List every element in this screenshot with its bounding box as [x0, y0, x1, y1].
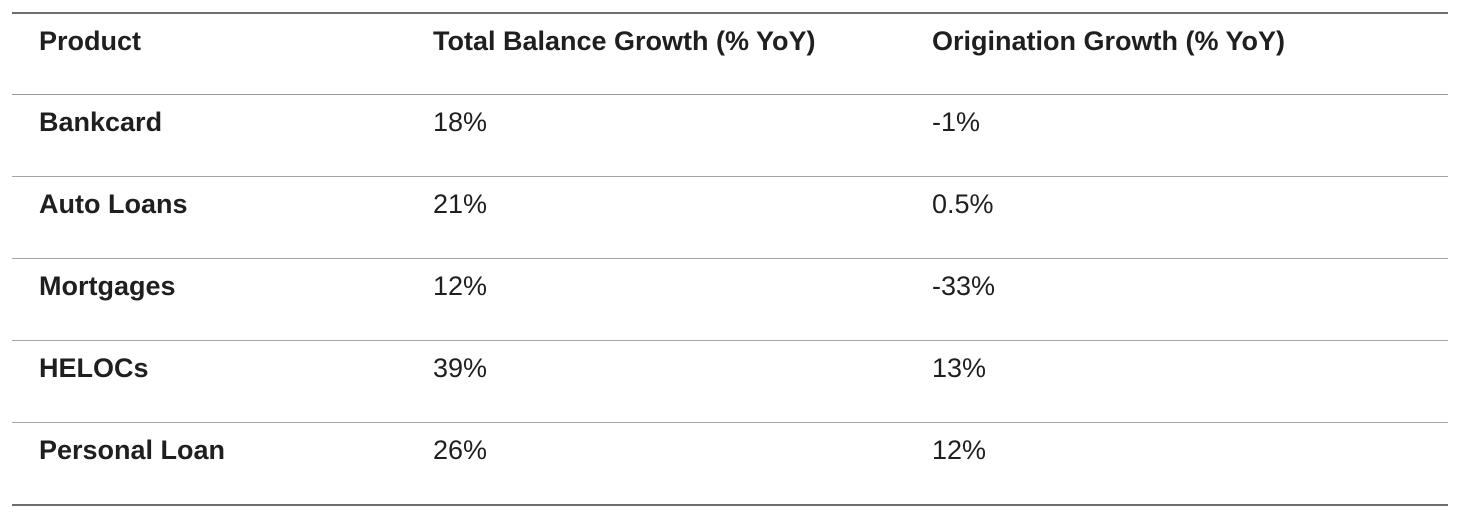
table-header-row: Product Total Balance Growth (% YoY) Ori…	[12, 13, 1448, 95]
product-cell: HELOCs	[39, 353, 149, 383]
origination-growth-cell: 13%	[932, 353, 987, 383]
header-product: Product	[39, 26, 142, 56]
total-balance-growth-cell: 12%	[433, 271, 488, 301]
table-row: Mortgages 12% -33%	[12, 259, 1448, 341]
origination-growth-cell: -1%	[932, 107, 981, 137]
origination-growth-cell: 0.5%	[932, 189, 994, 219]
total-balance-growth-cell: 39%	[433, 353, 488, 383]
origination-growth-cell: 12%	[932, 435, 987, 465]
table-row: Personal Loan 26% 12%	[12, 423, 1448, 506]
product-cell: Mortgages	[39, 271, 176, 301]
origination-growth-cell: -33%	[932, 271, 996, 301]
product-cell: Personal Loan	[39, 435, 226, 465]
header-total-balance-growth: Total Balance Growth (% YoY)	[433, 26, 816, 56]
total-balance-growth-cell: 26%	[433, 435, 488, 465]
product-cell: Bankcard	[39, 107, 163, 137]
growth-table-container: Product Total Balance Growth (% YoY) Ori…	[12, 12, 1448, 506]
table-row: HELOCs 39% 13%	[12, 341, 1448, 423]
total-balance-growth-cell: 18%	[433, 107, 488, 137]
header-origination-growth: Origination Growth (% YoY)	[932, 26, 1285, 56]
table-row: Bankcard 18% -1%	[12, 95, 1448, 177]
product-cell: Auto Loans	[39, 189, 188, 219]
growth-table: Product Total Balance Growth (% YoY) Ori…	[12, 12, 1448, 506]
total-balance-growth-cell: 21%	[433, 189, 488, 219]
table-row: Auto Loans 21% 0.5%	[12, 177, 1448, 259]
